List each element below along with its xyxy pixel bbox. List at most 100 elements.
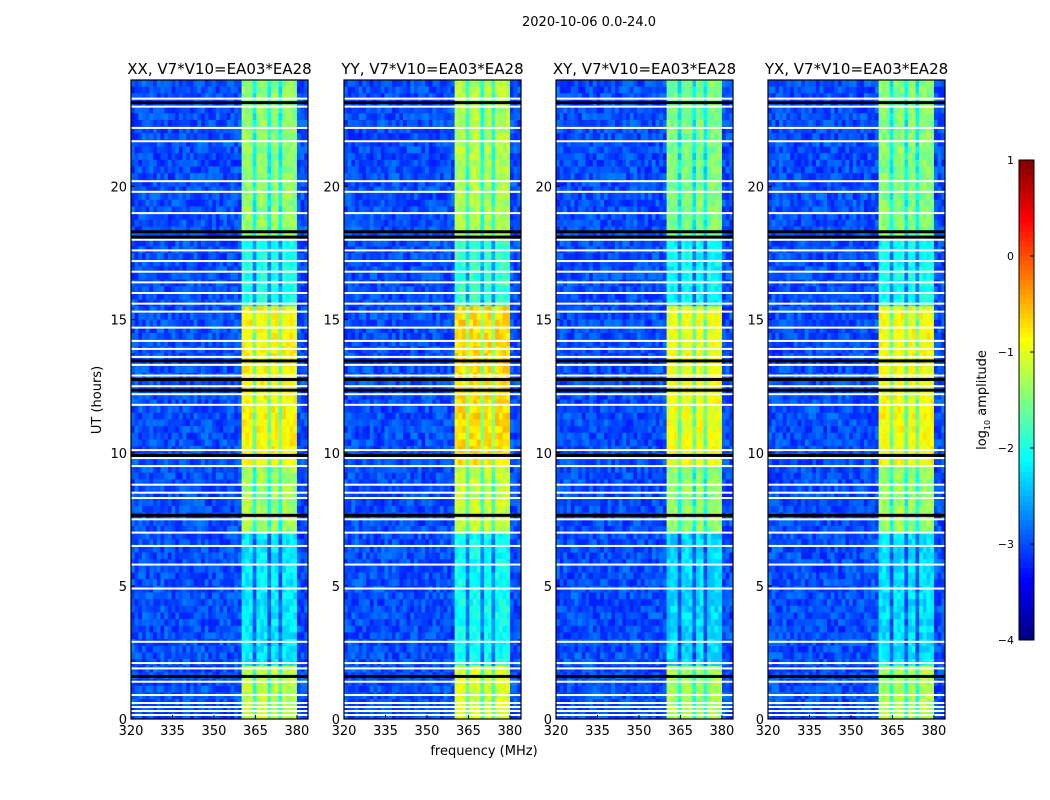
heatmap-cell: [167, 525, 172, 533]
heatmap-cell: [293, 645, 298, 653]
heatmap-cell: [193, 133, 198, 141]
heatmap-cell: [447, 106, 452, 114]
heatmap-cell: [296, 625, 301, 633]
heatmap-cell: [171, 146, 176, 154]
flagged-row: [131, 270, 308, 273]
heatmap-cell: [289, 439, 294, 447]
heatmap-cell: [256, 133, 261, 141]
heatmap-cell: [164, 705, 169, 713]
heatmap-cell: [285, 532, 290, 540]
heatmap-cell: [230, 519, 235, 527]
heatmap-cell: [502, 93, 507, 101]
heatmap-cell: [204, 545, 209, 553]
heatmap-cell: [480, 106, 485, 114]
heatmap-cell: [241, 645, 246, 653]
heatmap-cell: [138, 572, 143, 580]
heatmap-cell: [226, 499, 231, 507]
heatmap-cell: [252, 153, 257, 161]
heatmap-cell: [296, 173, 301, 181]
heatmap-cell: [182, 213, 187, 221]
heatmap-cell: [278, 652, 283, 660]
heatmap-cell: [245, 379, 250, 387]
heatmap-cell: [351, 93, 356, 101]
heatmap-cell: [219, 359, 224, 367]
heatmap-cell: [399, 80, 404, 87]
heatmap-cell: [182, 339, 187, 347]
heatmap-cell: [193, 685, 198, 693]
heatmap-cell: [156, 80, 161, 87]
heatmap-cell: [296, 166, 301, 174]
heatmap-cell: [131, 239, 135, 247]
heatmap-cell: [226, 199, 231, 207]
heatmap-cell: [351, 119, 356, 127]
heatmap-cell: [237, 685, 242, 693]
heatmap-cell: [193, 253, 198, 261]
heatmap-cell: [186, 339, 191, 347]
flagged-row: [131, 457, 308, 460]
heatmap-cell: [241, 93, 246, 101]
heatmap-cell: [178, 332, 183, 340]
heatmap-cell: [241, 559, 246, 567]
heatmap-cell: [355, 106, 360, 114]
heatmap-cell: [138, 359, 143, 367]
heatmap-cell: [245, 619, 250, 627]
heatmap-cell: [204, 532, 209, 540]
heatmap-cell: [197, 652, 202, 660]
heatmap-cell: [134, 186, 139, 194]
heatmap-cell: [197, 705, 202, 713]
heatmap-cell: [186, 193, 191, 201]
heatmap-cell: [160, 572, 165, 580]
heatmap-cell: [293, 525, 298, 533]
heatmap-cell: [219, 426, 224, 434]
heatmap-cell: [197, 159, 202, 167]
heatmap-cell: [142, 80, 147, 87]
heatmap-cell: [160, 565, 165, 573]
heatmap-cell: [149, 539, 154, 547]
heatmap-cell: [300, 206, 305, 214]
heatmap-cell: [245, 466, 250, 474]
heatmap-cell: [142, 259, 147, 267]
heatmap-cell: [293, 605, 298, 613]
heatmap-cell: [300, 432, 305, 440]
heatmap-cell: [296, 199, 301, 207]
heatmap-cell: [193, 366, 198, 374]
heatmap-cell: [197, 326, 202, 334]
heatmap-cell: [167, 339, 172, 347]
heatmap-cell: [234, 412, 239, 420]
heatmap-cell: [439, 80, 444, 87]
heatmap-cell: [167, 685, 172, 693]
heatmap-cell: [164, 572, 169, 580]
heatmap-cell: [190, 579, 194, 587]
heatmap-cell: [178, 559, 183, 567]
heatmap-cell: [138, 80, 143, 87]
heatmap-cell: [245, 173, 250, 181]
heatmap-cell: [193, 226, 198, 234]
heatmap-cell: [167, 306, 172, 314]
heatmap-cell: [201, 93, 206, 101]
heatmap-cell: [237, 86, 242, 94]
heatmap-cell: [156, 126, 161, 134]
heatmap-cell: [237, 552, 242, 560]
heatmap-cell: [252, 93, 257, 101]
heatmap-cell: [304, 392, 309, 400]
heatmap-cell: [131, 519, 135, 527]
heatmap-cell: [186, 466, 191, 474]
heatmap-cell: [208, 532, 213, 540]
heatmap-cell: [249, 559, 253, 567]
heatmap-cell: [208, 239, 213, 247]
heatmap-cell: [267, 166, 272, 174]
heatmap-cell: [234, 539, 239, 547]
heatmap-cell: [131, 319, 135, 327]
heatmap-cell: [208, 519, 213, 527]
heatmap-cell: [145, 226, 150, 234]
heatmap-cell: [274, 552, 279, 560]
heatmap-cell: [241, 80, 246, 87]
heatmap-cell: [138, 479, 143, 487]
heatmap-cell: [145, 332, 150, 340]
heatmap-cell: [373, 106, 378, 114]
heatmap-cell: [469, 106, 474, 114]
heatmap-cell: [171, 652, 176, 660]
heatmap-cell: [175, 319, 180, 327]
heatmap-cell: [208, 226, 213, 234]
heatmap-cell: [138, 113, 143, 121]
